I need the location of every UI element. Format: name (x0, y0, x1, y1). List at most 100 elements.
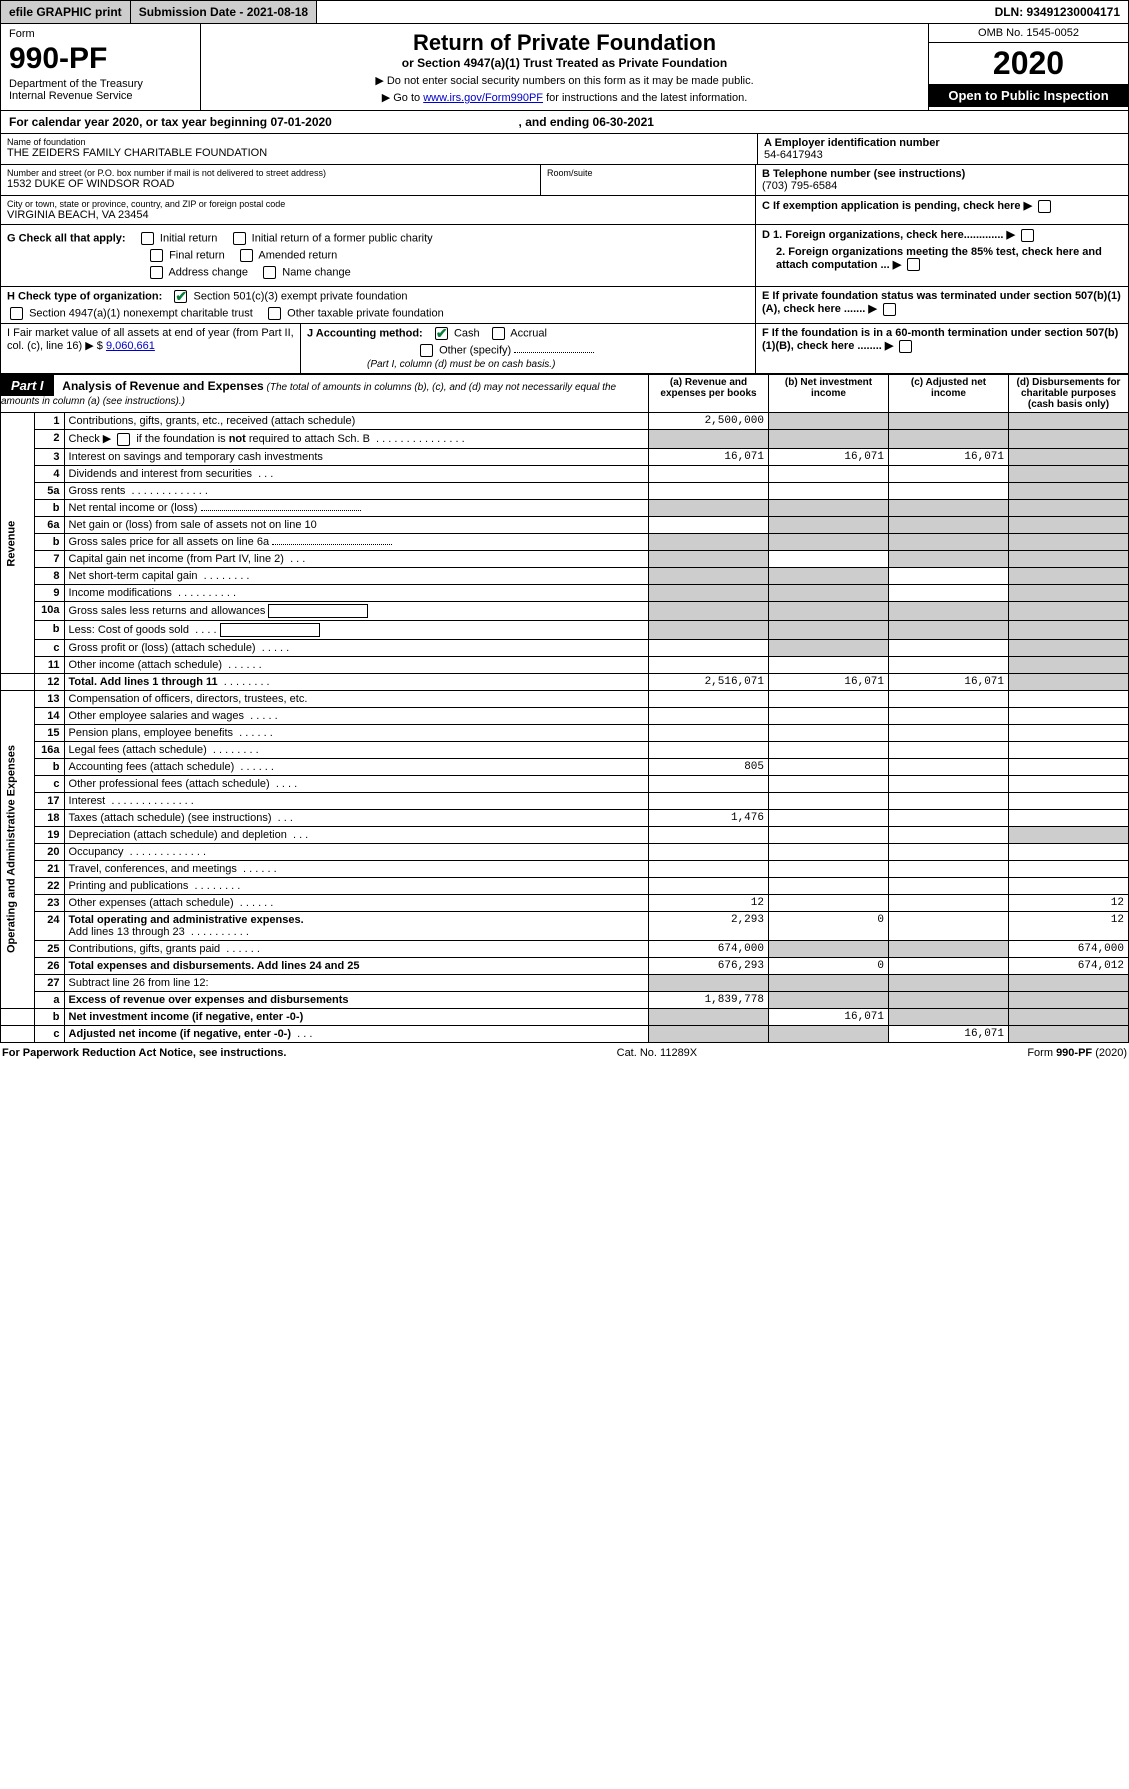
efile-print-button[interactable]: efile GRAPHIC print (1, 1, 131, 23)
g-initial-former: Initial return of a former public charit… (252, 232, 433, 244)
part1-label: Part I (1, 375, 54, 396)
line-25-desc: Contributions, gifts, grants paid (69, 943, 221, 955)
line-16c-desc: Other professional fees (attach schedule… (69, 778, 270, 790)
g-initial-former-checkbox[interactable] (233, 232, 246, 245)
form-subtitle: or Section 4947(a)(1) Trust Treated as P… (209, 56, 920, 70)
form-number: 990-PF (9, 42, 192, 76)
footer-right-year: (2020) (1092, 1047, 1127, 1059)
line-12-desc: Total. Add lines 1 through 11 (69, 676, 218, 688)
city-value: VIRGINIA BEACH, VA 23454 (7, 209, 749, 221)
line-14-desc: Other employee salaries and wages (69, 710, 244, 722)
line-12-a: 2,516,071 (649, 673, 769, 690)
line-27b-desc: Net investment income (if negative, ente… (69, 1011, 304, 1023)
line-25-d: 674,000 (1009, 940, 1129, 957)
g-amended-checkbox[interactable] (240, 249, 253, 262)
omb-number: OMB No. 1545-0052 (929, 24, 1128, 43)
line-21-desc: Travel, conferences, and meetings (69, 863, 237, 875)
h-other-checkbox[interactable] (268, 307, 281, 320)
g-initial: Initial return (160, 232, 217, 244)
h-opt1: Section 501(c)(3) exempt private foundat… (193, 290, 407, 302)
f-label: F If the foundation is in a 60-month ter… (762, 327, 1118, 352)
line-13-desc: Compensation of officers, directors, tru… (64, 690, 648, 707)
line-2-desc2: if the foundation is not required to att… (133, 433, 464, 445)
line-12-b: 16,071 (769, 673, 889, 690)
open-to-public: Open to Public Inspection (929, 84, 1128, 107)
line-10c-desc: Gross profit or (loss) (attach schedule) (69, 642, 256, 654)
j-cash: Cash (454, 327, 480, 339)
g-final-checkbox[interactable] (150, 249, 163, 262)
address-phone-row: Number and street (or P.O. box number if… (0, 165, 1129, 196)
line-5b-desc: Net rental income or (loss) (69, 502, 198, 514)
d1-checkbox[interactable] (1021, 229, 1034, 242)
line-16b-desc: Accounting fees (attach schedule) (69, 761, 235, 773)
col-c-header: (c) Adjusted net income (889, 375, 1009, 413)
line-12-c: 16,071 (889, 673, 1009, 690)
line-24-b: 0 (769, 911, 889, 940)
e-label: E If private foundation status was termi… (762, 290, 1121, 315)
tax-year: 2020 (929, 43, 1128, 84)
j-accrual: Accrual (510, 327, 547, 339)
h-e-row: H Check type of organization: Section 50… (0, 287, 1129, 324)
calyear-end: 06-30-2021 (593, 115, 654, 129)
footer-mid: Cat. No. 11289X (617, 1047, 698, 1059)
d2-checkbox[interactable] (907, 258, 920, 271)
d2-label: 2. Foreign organizations meeting the 85%… (776, 246, 1102, 271)
j-other-checkbox[interactable] (420, 344, 433, 357)
page-footer: For Paperwork Reduction Act Notice, see … (0, 1043, 1129, 1063)
name-label: Name of foundation (7, 137, 751, 147)
e-checkbox[interactable] (883, 303, 896, 316)
j-accrual-checkbox[interactable] (492, 327, 505, 340)
line-23-d: 12 (1009, 894, 1129, 911)
line-16a-desc: Legal fees (attach schedule) (69, 744, 207, 756)
line-18-a: 1,476 (649, 809, 769, 826)
ein-label: A Employer identification number (764, 137, 1122, 149)
line-2-checkbox[interactable] (117, 433, 130, 446)
g-name: Name change (282, 266, 351, 278)
line-22-desc: Printing and publications (69, 880, 189, 892)
g-name-checkbox[interactable] (263, 266, 276, 279)
line-15-desc: Pension plans, employee benefits (69, 727, 234, 739)
form-label: Form (9, 28, 192, 40)
g-initial-checkbox[interactable] (141, 232, 154, 245)
line-4-desc: Dividends and interest from securities (69, 468, 252, 480)
header-note-1: ▶ Do not enter social security numbers o… (209, 74, 920, 87)
line-26-d: 674,012 (1009, 957, 1129, 974)
line-27c-c: 16,071 (889, 1025, 1009, 1042)
header-note-2: ▶ Go to www.irs.gov/Form990PF for instru… (209, 91, 920, 104)
j-cash-checkbox[interactable] (435, 327, 448, 340)
ein-value: 54-6417943 (764, 149, 1122, 161)
h-opt3: Other taxable private foundation (287, 307, 444, 319)
foundation-name: THE ZEIDERS FAMILY CHARITABLE FOUNDATION (7, 147, 751, 159)
phone-value: (703) 795-6584 (762, 180, 1122, 192)
line-10a-desc: Gross sales less returns and allowances (69, 605, 266, 617)
address-label: Number and street (or P.O. box number if… (7, 168, 534, 178)
name-ein-row: Name of foundation THE ZEIDERS FAMILY CH… (0, 134, 1129, 165)
footer-right-form: 990-PF (1056, 1047, 1092, 1059)
line-3-c: 16,071 (889, 448, 1009, 465)
dln-label: DLN: 93491230004171 (987, 1, 1128, 23)
h-label: H Check type of organization: (7, 290, 162, 302)
line-24b-desc: Add lines 13 through 23 (69, 926, 185, 938)
part1-table: Part I Analysis of Revenue and Expenses … (0, 374, 1129, 1043)
line-27a-desc: Excess of revenue over expenses and disb… (69, 994, 349, 1006)
line-10b-desc: Less: Cost of goods sold (69, 624, 189, 636)
top-bar: efile GRAPHIC print Submission Date - 20… (0, 0, 1129, 24)
f-checkbox[interactable] (899, 340, 912, 353)
g-address-checkbox[interactable] (150, 266, 163, 279)
i-value[interactable]: 9,060,661 (106, 340, 155, 352)
irs-link[interactable]: www.irs.gov/Form990PF (423, 92, 543, 104)
line-17-desc: Interest (69, 795, 106, 807)
phone-label: B Telephone number (see instructions) (762, 168, 1122, 180)
g-address: Address change (168, 266, 248, 278)
line-27b-b: 16,071 (769, 1008, 889, 1025)
line-19-desc: Depreciation (attach schedule) and deple… (69, 829, 287, 841)
footer-right-prefix: Form (1027, 1047, 1056, 1059)
h-4947-checkbox[interactable] (10, 307, 23, 320)
calyear-begin: 07-01-2020 (270, 115, 331, 129)
line-26-desc: Total expenses and disbursements. Add li… (69, 960, 360, 972)
h-501c3-checkbox[interactable] (174, 290, 187, 303)
i-j-f-row: I Fair market value of all assets at end… (0, 324, 1129, 374)
line-8-desc: Net short-term capital gain (69, 570, 198, 582)
c-checkbox[interactable] (1038, 200, 1051, 213)
line-23-desc: Other expenses (attach schedule) (69, 897, 234, 909)
